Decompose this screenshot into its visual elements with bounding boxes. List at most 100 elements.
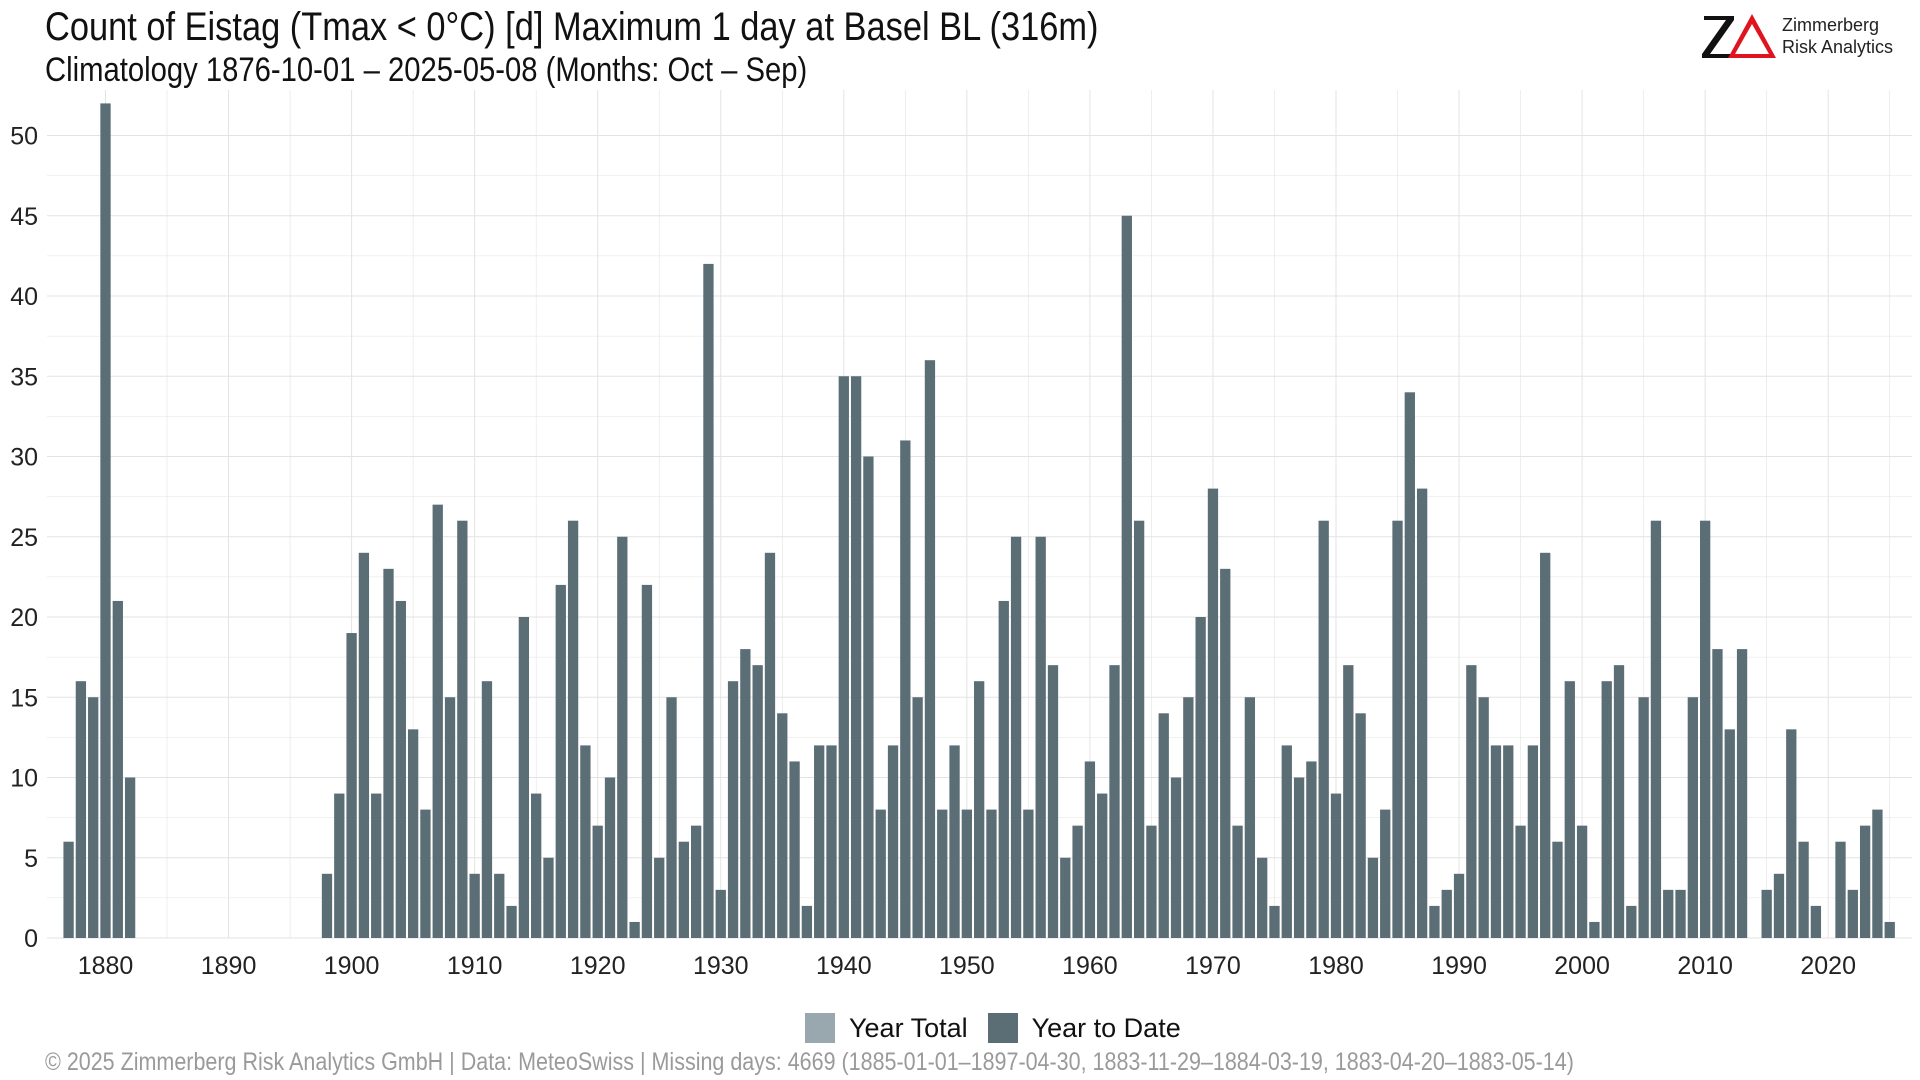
legend-item-year-total: Year Total	[805, 1013, 968, 1044]
bar-1912	[494, 873, 505, 938]
x-tick-label: 1960	[1062, 952, 1118, 980]
bar-2013	[1736, 649, 1748, 938]
bar-1949	[949, 745, 960, 938]
legend-swatch-year-total	[805, 1013, 835, 1043]
bar-1959	[1072, 825, 1083, 938]
bar-1993	[1490, 745, 1502, 938]
bar-2003	[1613, 665, 1625, 938]
bar-1909	[457, 520, 468, 938]
bar-1938	[814, 745, 825, 938]
y-tick-label: 25	[10, 524, 38, 552]
chart-subtitle: Climatology 1876-10-01 – 2025-05-08 (Mon…	[45, 51, 808, 89]
x-tick-label: 1890	[201, 952, 257, 980]
bar-1970	[1207, 488, 1219, 938]
y-tick-label: 0	[24, 925, 38, 953]
y-tick-label: 45	[10, 203, 38, 231]
bar-1907	[432, 504, 443, 938]
bar-2012	[1724, 729, 1735, 938]
y-tick-label: 30	[10, 444, 38, 472]
bar-2018	[1798, 841, 1809, 938]
bar-1955	[1023, 809, 1034, 938]
bar-2011	[1712, 649, 1723, 938]
bar-1898	[321, 873, 333, 938]
bar-1933	[752, 665, 763, 938]
x-tick-label: 1910	[447, 952, 503, 980]
bar-1989	[1441, 889, 1452, 938]
logo-mark	[1702, 14, 1776, 58]
bar-1882	[124, 777, 136, 938]
bar-1973	[1244, 697, 1256, 938]
bar-2022	[1847, 889, 1858, 938]
bar-1994	[1503, 745, 1514, 938]
bar-1939	[826, 745, 837, 938]
bar-1908	[444, 697, 456, 938]
bar-1975	[1269, 905, 1280, 938]
bar-1902	[371, 793, 382, 938]
bar-1929	[703, 263, 714, 938]
bar-1995	[1515, 825, 1526, 938]
bar-1946	[912, 697, 923, 938]
bar-2008	[1675, 889, 1686, 938]
x-tick-label: 1920	[570, 952, 626, 980]
bar-1972	[1232, 825, 1243, 938]
bar-1924	[641, 584, 653, 938]
bar-1947	[924, 360, 936, 938]
bar-2009	[1687, 697, 1698, 938]
bar-1944	[887, 745, 899, 938]
bar-1923	[629, 921, 640, 938]
y-tick-label: 50	[10, 123, 38, 151]
bar-1996	[1527, 745, 1539, 938]
bar-1985	[1392, 520, 1403, 938]
bar-1878	[75, 681, 87, 938]
bar-1926	[666, 697, 677, 938]
bar-1934	[764, 552, 776, 938]
bar-1992	[1478, 697, 1489, 938]
bar-1957	[1047, 665, 1059, 938]
bar-1981	[1343, 665, 1354, 938]
bar-1999	[1564, 681, 1575, 938]
legend-label-year-to-date: Year to Date	[1031, 1012, 1181, 1043]
bar-1879	[88, 697, 99, 938]
bar-1956	[1035, 536, 1046, 938]
bar-1967	[1170, 777, 1182, 938]
bar-2002	[1601, 681, 1612, 938]
bar-2019	[1810, 905, 1822, 938]
bar-1960	[1084, 761, 1096, 938]
bar-1910	[469, 873, 480, 938]
y-tick-label: 20	[10, 604, 38, 632]
bar-1998	[1552, 841, 1563, 938]
bar-chart: 0 5 10 15 20 25 30 35 40 45 50 1880 1890 1900 1910 1920…	[10, 90, 1912, 980]
bar-2007	[1663, 889, 1674, 938]
bar-1984	[1380, 809, 1391, 938]
bar-1966	[1158, 713, 1169, 938]
y-tick-label: 15	[10, 684, 38, 712]
bar-1936	[789, 761, 800, 938]
bar-1919	[580, 745, 591, 938]
bar-1900	[346, 633, 357, 938]
x-tick-label: 2020	[1800, 952, 1856, 980]
bar-1979	[1318, 520, 1329, 938]
bar-1945	[900, 440, 911, 938]
bar-1961	[1097, 793, 1108, 938]
bar-1921	[604, 777, 616, 938]
bar-1904	[395, 600, 406, 938]
y-tick-label: 35	[10, 363, 38, 391]
bar-1880	[100, 103, 111, 938]
legend-swatch-year-to-date	[987, 1013, 1018, 1043]
bar-2025	[1884, 921, 1895, 938]
x-tick-label: 1970	[1185, 952, 1241, 980]
bar-1974	[1257, 857, 1268, 938]
bar-1911	[481, 681, 493, 938]
bar-1987	[1416, 488, 1428, 938]
bar-1877	[63, 841, 74, 938]
bar-2015	[1761, 889, 1772, 938]
bar-1903	[383, 568, 394, 938]
bar-1927	[678, 841, 689, 938]
bar-1950	[961, 809, 972, 938]
bar-1986	[1404, 392, 1415, 938]
x-tick-label: 1950	[939, 952, 995, 980]
x-tick-label: 2000	[1554, 952, 1610, 980]
bar-1940	[838, 376, 849, 938]
bar-1930	[715, 889, 726, 938]
bar-2017	[1786, 729, 1797, 938]
